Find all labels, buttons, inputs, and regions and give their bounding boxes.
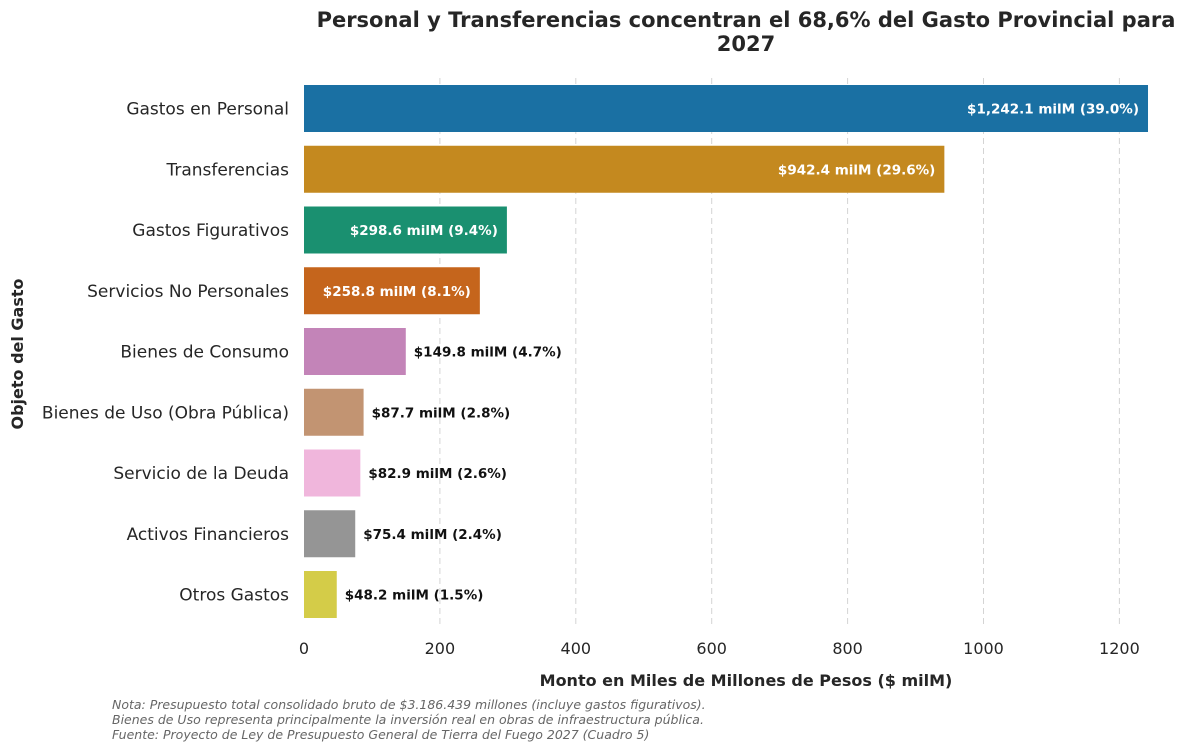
value-labels: $1,242.1 milM (39.0%) $942.4 milM (29.6%)… [323,102,1139,604]
chart-title-line-1: Personal y Transferencias concentran el … [317,8,1176,32]
note-line-3: Fuente: Proyecto de Ley de Presupuesto G… [112,727,650,742]
value-label-4: $149.8 milM (4.7%) [414,345,562,361]
value-label-5: $87.7 milM (2.8%) [372,405,511,421]
bar-6 [304,449,361,497]
value-label-1: $942.4 milM (29.6%) [778,162,935,178]
value-label-3: $258.8 milM (8.1%) [323,284,471,300]
value-label-2: $298.6 milM (9.4%) [350,223,498,239]
bar-1 [304,145,945,193]
category-label-4: Bienes de Consumo [120,343,289,363]
category-label-0: Gastos en Personal [126,100,289,120]
x-tick-label-0: 0 [299,639,309,658]
x-tick-label-400: 400 [561,639,592,658]
bar-5 [304,388,364,436]
category-label-1: Transferencias [165,160,289,180]
x-tick-label-200: 200 [425,639,456,658]
bar-3 [304,267,480,315]
x-tick-label-800: 800 [832,639,863,658]
bars [304,85,1149,618]
category-label-8: Otros Gastos [179,586,289,606]
bar-4 [304,328,406,375]
x-tick-label-1200: 1200 [1099,639,1140,658]
chart-title-line-2: 2027 [717,32,775,56]
bar-7 [304,510,356,558]
bar-8 [304,571,337,618]
category-label-5: Bienes de Uso (Obra Pública) [42,403,289,423]
value-label-0: $1,242.1 milM (39.0%) [967,102,1139,118]
value-label-6: $82.9 milM (2.6%) [368,466,507,482]
x-tick-label-1000: 1000 [963,639,1004,658]
note-line-1: Nota: Presupuesto total consolidado brut… [112,697,706,712]
category-label-3: Servicios No Personales [87,282,289,302]
category-label-6: Servicio de la Deuda [113,464,289,484]
x-tick-label-600: 600 [696,639,727,658]
chart-notes: Nota: Presupuesto total consolidado brut… [112,697,706,742]
bar-0 [304,85,1149,132]
chart-title: Personal y Transferencias concentran el … [317,8,1176,56]
x-tick-labels: 0 200 400 600 800 1000 1200 [299,639,1140,658]
value-label-7: $75.4 milM (2.4%) [363,527,502,543]
category-labels: Gastos en Personal Transferencias Gastos F… [42,100,289,606]
category-label-2: Gastos Figurativos [132,221,289,241]
value-label-8: $48.2 milM (1.5%) [345,588,484,604]
category-label-7: Activos Financieros [127,525,290,545]
note-line-2: Bienes de Uso representa principalmente … [112,712,704,727]
y-axis-title: Objeto del Gasto [8,278,27,429]
bar-2 [304,206,507,254]
x-axis-title: Monto en Miles de Millones de Pesos ($ m… [540,671,953,690]
bar-chart: Personal y Transferencias concentran el … [8,8,1176,690]
